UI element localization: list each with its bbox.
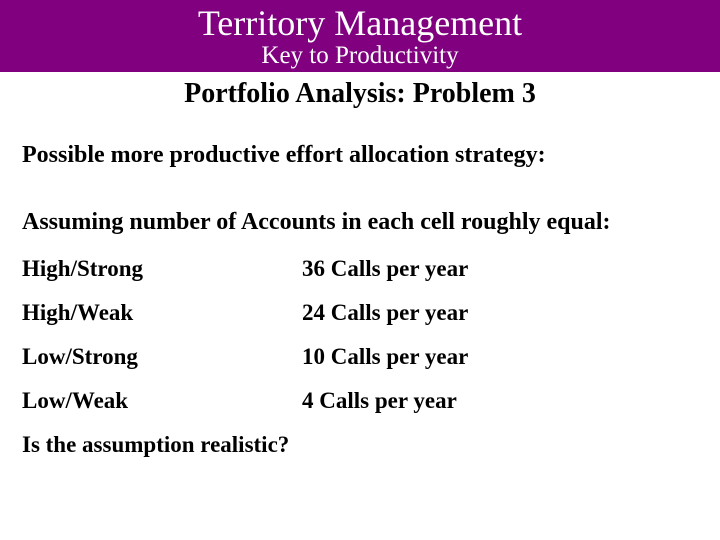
banner-subtitle: Key to Productivity (0, 42, 720, 72)
title-banner: Territory Management Key to Productivity (0, 0, 720, 72)
table-row: High/Strong 36 Calls per year (22, 256, 698, 282)
slide-body: Possible more productive effort allocati… (0, 142, 720, 458)
row-label: High/Strong (22, 256, 302, 282)
row-value: 24 Calls per year (302, 300, 698, 326)
row-value: 36 Calls per year (302, 256, 698, 282)
row-label: Low/Weak (22, 388, 302, 414)
table-row: High/Weak 24 Calls per year (22, 300, 698, 326)
row-value: 4 Calls per year (302, 388, 698, 414)
banner-title: Territory Management (0, 2, 720, 44)
assumption-line: Assuming number of Accounts in each cell… (22, 209, 698, 236)
slide-title: Portfolio Analysis: Problem 3 (0, 78, 720, 110)
row-label: High/Weak (22, 300, 302, 326)
row-label: Low/Strong (22, 344, 302, 370)
allocation-table: High/Strong 36 Calls per year High/Weak … (22, 256, 698, 414)
intro-line: Possible more productive effort allocati… (22, 142, 698, 169)
table-row: Low/Strong 10 Calls per year (22, 344, 698, 370)
row-value: 10 Calls per year (302, 344, 698, 370)
closing-question: Is the assumption realistic? (22, 432, 698, 458)
table-row: Low/Weak 4 Calls per year (22, 388, 698, 414)
